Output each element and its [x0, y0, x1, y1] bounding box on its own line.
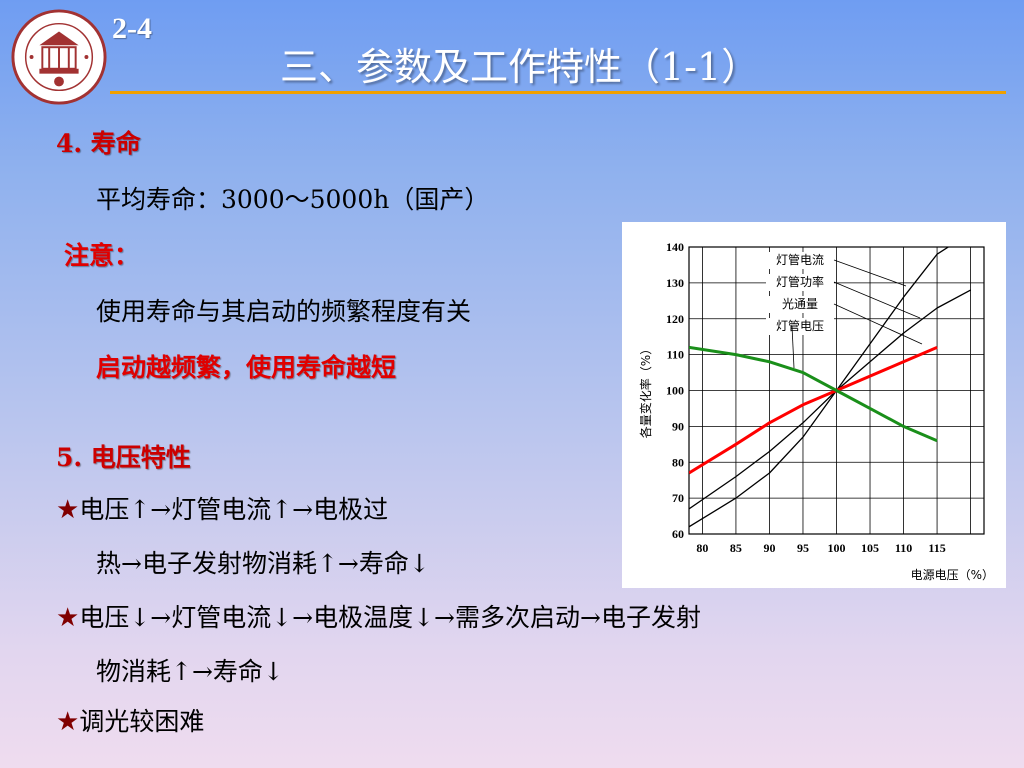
legend-leader-line	[833, 303, 923, 345]
bullet-1-line-1: ★电压↑→灯管电流↑→电极过	[56, 495, 389, 525]
plot-frame	[688, 246, 985, 535]
legend-label-0: 灯管电流	[776, 252, 824, 267]
slide-title: 三、参数及工作特性（1-1）	[280, 45, 760, 89]
y-tick-label: 120	[666, 312, 684, 326]
legend-leader-line	[833, 281, 921, 319]
bullet-2-line-2: 物消耗↑→寿命↓	[96, 657, 284, 686]
y-tick-label: 60	[672, 527, 684, 541]
note-label: 注意：	[64, 241, 140, 270]
series-line-2	[689, 346, 938, 475]
x-tick-label: 100	[828, 541, 846, 555]
x-tick-label: 85	[730, 541, 742, 555]
life-related-text: 使用寿命与其启动的频繁程度有关	[96, 297, 472, 326]
star-icon: ★	[56, 495, 80, 525]
legend-label-3: 灯管电压	[776, 318, 824, 333]
x-tick-label: 90	[763, 541, 775, 555]
y-tick-label: 90	[672, 419, 684, 433]
y-axis-label: 各量变化率（%）	[638, 343, 653, 438]
legend-label-1: 灯管功率	[776, 274, 824, 289]
legend-leader-line	[791, 325, 795, 369]
bullet-2-line-1: ★电压↓→灯管电流↓→电极温度↓→需多次启动→电子发射	[56, 603, 701, 633]
legend-label-bg	[766, 318, 834, 335]
y-tick-label: 80	[672, 455, 684, 469]
title-divider	[110, 91, 1006, 94]
y-tick-label: 100	[666, 384, 684, 398]
y-tick-label: 140	[666, 240, 684, 254]
legend-label-2: 光通量	[782, 297, 818, 311]
y-tick-label: 110	[667, 348, 684, 362]
university-logo	[11, 9, 107, 105]
star-icon: ★	[56, 707, 80, 737]
y-tick-label: 130	[666, 276, 684, 290]
legend-label-bg	[766, 252, 834, 269]
voltage-characteristics-chart: 60 70 80 90 100 110 120 130 140 80 85 90 95 100 105 110…	[622, 222, 1006, 588]
section-4-heading: 4. 寿命	[56, 129, 141, 158]
series-line-3	[689, 345, 938, 443]
star-icon: ★	[56, 603, 80, 633]
x-axis-label: 电源电压（%）	[911, 568, 994, 582]
x-tick-label: 115	[928, 541, 945, 555]
average-life-text: 平均寿命：3000～5000h（国产）	[96, 185, 490, 214]
section-5-heading: 5. 电压特性	[56, 443, 191, 472]
x-tick-label: 95	[797, 541, 809, 555]
bullet-1-line-2: 热→电子发射物消耗↑→寿命↓	[96, 549, 430, 578]
legend-label-bg	[766, 296, 834, 313]
legend-leader-line	[833, 259, 907, 287]
life-shorter-text: 启动越频繁，使用寿命越短	[96, 353, 397, 382]
legend-label-bg	[766, 274, 834, 291]
slide-number: 2-4	[112, 12, 152, 45]
y-tick-label: 70	[672, 491, 684, 505]
x-tick-label: 80	[696, 541, 708, 555]
x-tick-label: 105	[861, 541, 879, 555]
x-tick-label: 110	[895, 541, 912, 555]
chart-svg: 60 70 80 90 100 110 120 130 140 80 85 90 95 100 105 110…	[638, 240, 994, 582]
bullet-3: ★调光较困难	[56, 707, 205, 737]
